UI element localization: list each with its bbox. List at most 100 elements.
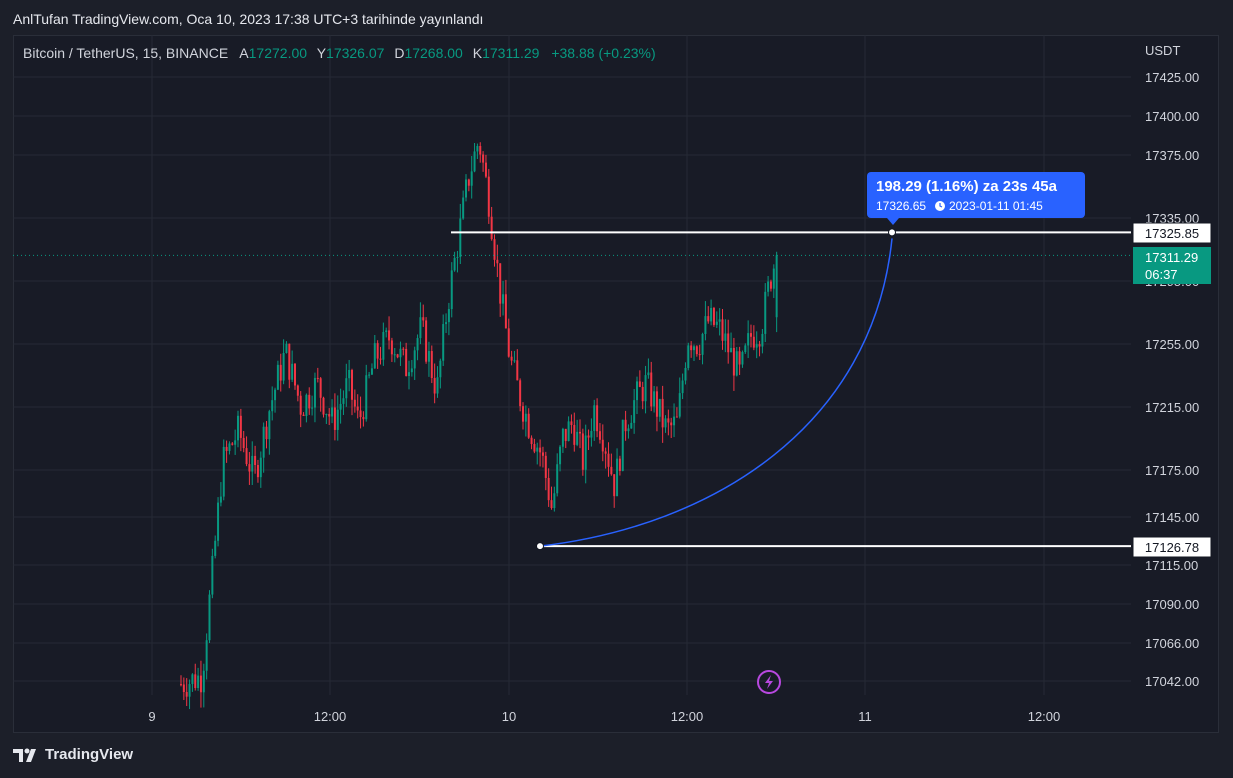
- candle-body: [741, 352, 744, 365]
- candle-body: [445, 322, 448, 325]
- candle-body: [234, 440, 237, 445]
- candle-body: [356, 406, 359, 411]
- candle-body: [439, 360, 442, 378]
- candle-body: [182, 684, 185, 693]
- y-tick-label: 17115.00: [1145, 558, 1198, 573]
- candle-body: [587, 435, 590, 438]
- candle-body: [197, 675, 200, 688]
- x-tick-label: 11: [858, 709, 872, 724]
- candle-body: [775, 255, 778, 318]
- candle-body: [305, 394, 308, 417]
- candle-body: [311, 407, 314, 409]
- measure-high-price: 17325.85: [1145, 226, 1199, 241]
- x-tick-label: 10: [502, 709, 516, 724]
- legend-open: 17272.00: [249, 45, 308, 61]
- candle-body: [590, 430, 593, 438]
- legend-open-label: A: [239, 45, 249, 61]
- candle-body: [351, 369, 353, 400]
- candle-body: [727, 333, 730, 353]
- candle-body: [333, 407, 336, 430]
- candle-body: [544, 455, 547, 478]
- candle-body: [490, 216, 493, 240]
- candle-body: [704, 316, 707, 334]
- candle-body: [667, 418, 670, 423]
- measure-tooltip-price: 17326.65: [876, 199, 926, 213]
- candle-body: [456, 256, 459, 258]
- candle-body: [633, 400, 636, 423]
- y-tick-label: 17375.00: [1145, 148, 1199, 163]
- candle-body: [755, 344, 758, 348]
- candle-body: [738, 351, 741, 365]
- candle-body: [396, 354, 399, 358]
- candle-body: [724, 333, 727, 341]
- candle-body: [496, 259, 499, 264]
- price-chart[interactable]: Bitcoin / TetherUS, 15, BINANCE A17272.0…: [13, 35, 1219, 733]
- candle-body: [211, 555, 214, 595]
- candle-body: [476, 145, 479, 152]
- countdown: 06:37: [1145, 267, 1178, 282]
- candle-body: [664, 418, 667, 428]
- candle-body: [507, 328, 510, 357]
- candle-body: [522, 406, 524, 422]
- measure-arc: [539, 238, 893, 547]
- grid: [13, 35, 1131, 695]
- candle-body: [325, 414, 328, 416]
- legend-high: 17326.07: [326, 45, 385, 61]
- candle-body: [678, 393, 681, 417]
- candle-body: [767, 281, 770, 292]
- candle-body: [459, 218, 462, 257]
- candle-body: [302, 414, 305, 417]
- candle-body: [222, 446, 225, 497]
- candle-body: [752, 336, 755, 348]
- candle-body: [747, 333, 750, 346]
- legend-change: +38.88 (+0.23%): [551, 45, 655, 61]
- last-price-label: 17311.29 06:37: [1133, 247, 1211, 284]
- candle-body: [336, 409, 339, 430]
- candle-body: [365, 375, 368, 420]
- y-tick-label: 17335.00: [1145, 211, 1199, 226]
- candle-body: [185, 692, 188, 697]
- candle-body: [288, 343, 291, 380]
- candle-body: [370, 368, 373, 375]
- candle-body: [735, 351, 738, 376]
- candle-body: [467, 179, 470, 186]
- price-axis[interactable]: USDT 17425.00 17400.00 17375.00 17335.00 172…: [1145, 43, 1199, 689]
- x-tick-label: 12:00: [1028, 709, 1061, 724]
- legend-low: 17268.00: [404, 45, 463, 61]
- measure-high-price-label: 17325.85: [1132, 222, 1212, 244]
- candle-body: [764, 291, 767, 334]
- candle-body: [579, 431, 581, 434]
- measure-tooltip-time: 2023-01-11 01:45: [949, 199, 1043, 213]
- tradingview-brand[interactable]: TradingView: [13, 746, 133, 763]
- candle-body: [473, 151, 476, 172]
- candle-body: [268, 411, 271, 440]
- x-tick-label: 9: [148, 709, 155, 724]
- candle-body: [433, 378, 436, 394]
- candle-body: [661, 398, 664, 428]
- clock-icon: [935, 201, 945, 211]
- candle-body: [596, 405, 599, 432]
- candle-body: [527, 413, 530, 438]
- candle-body: [604, 451, 607, 454]
- candle-body: [721, 319, 724, 341]
- candle-body: [581, 433, 584, 470]
- candle-body: [348, 369, 351, 379]
- candle-body: [624, 419, 627, 432]
- candle-body: [655, 391, 658, 417]
- candle-body: [684, 367, 687, 381]
- candle-body: [390, 340, 393, 355]
- candle-body: [670, 422, 673, 426]
- lightning-icon[interactable]: [757, 670, 781, 694]
- candle-body: [641, 386, 644, 402]
- candle-body: [687, 345, 690, 368]
- candle-body: [228, 443, 231, 451]
- candle-body: [331, 407, 334, 417]
- candle-body: [564, 428, 567, 441]
- candle-body: [744, 345, 747, 353]
- time-axis[interactable]: 9 12:00 10 12:00 11 12:00: [148, 709, 1060, 724]
- candle-body: [342, 398, 345, 404]
- candle-body: [647, 372, 650, 376]
- chart-frame[interactable]: [13, 35, 1219, 733]
- candle-body: [447, 309, 450, 323]
- candle-body: [248, 464, 251, 472]
